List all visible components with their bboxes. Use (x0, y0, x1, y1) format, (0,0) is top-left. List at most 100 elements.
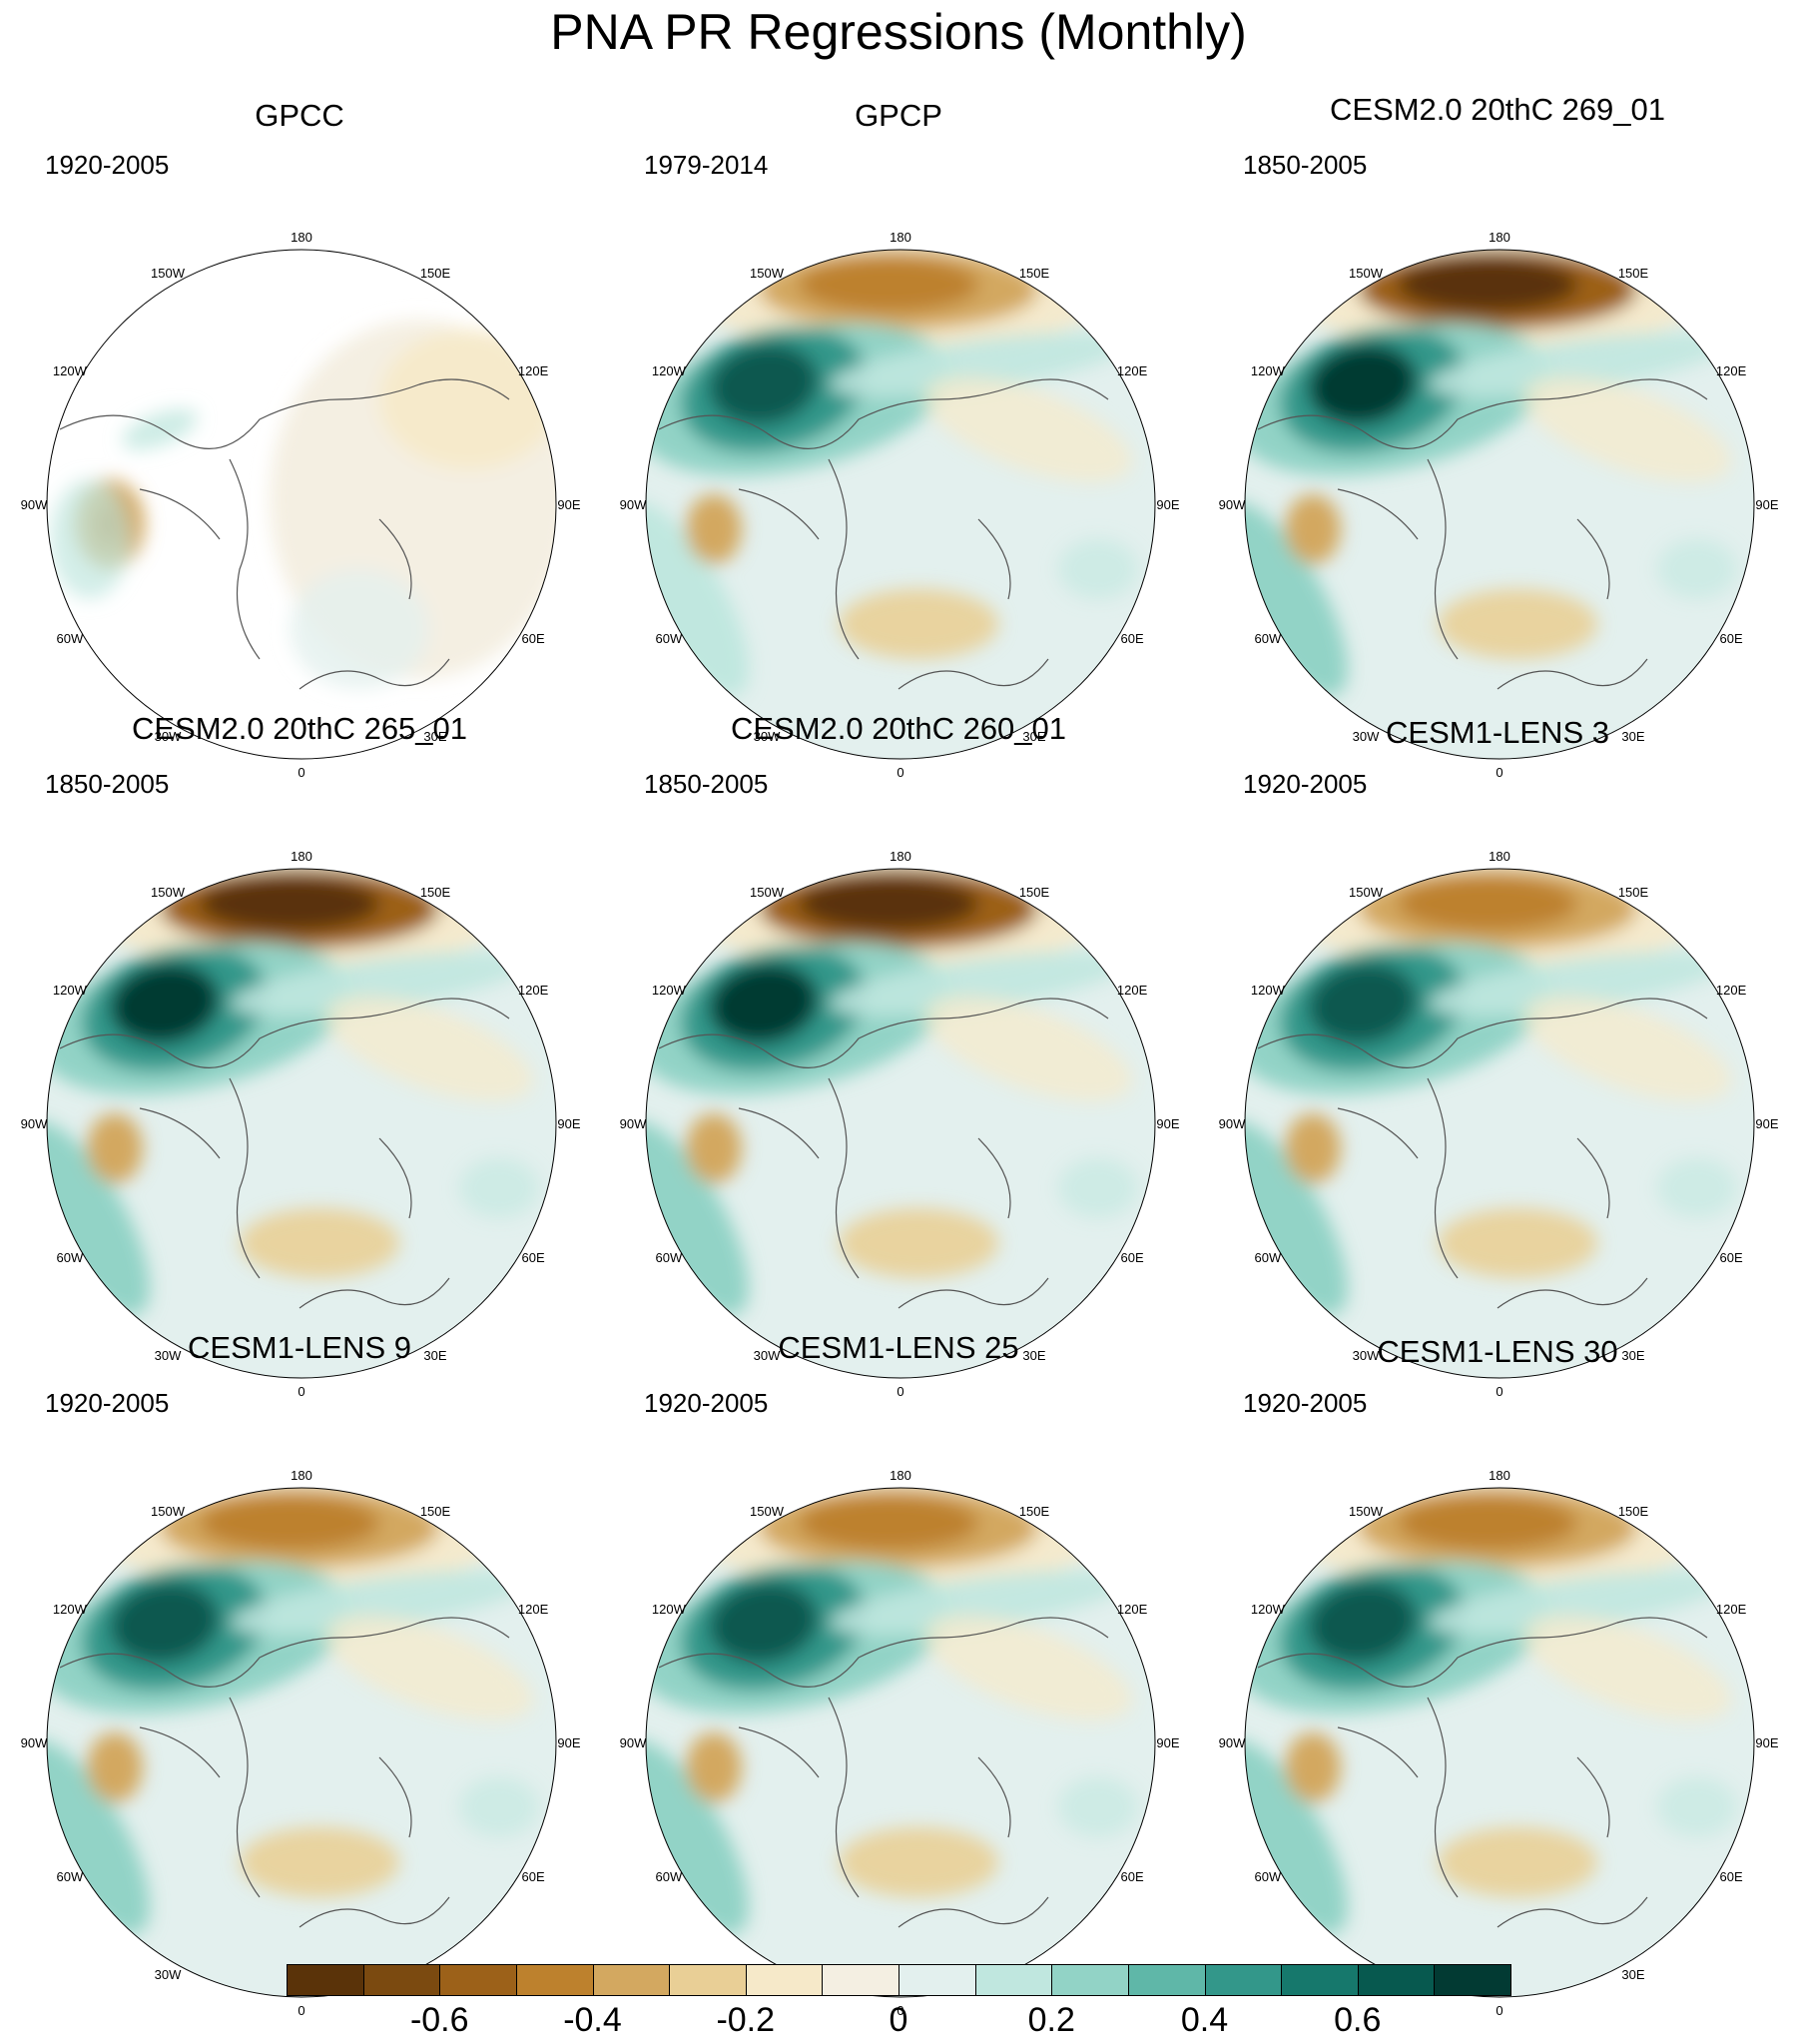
colorbar-box (592, 1964, 671, 1996)
longitude-label: 60E (1720, 1869, 1743, 1884)
panel-title: GPCP (855, 98, 942, 133)
period-label: 1979-2014 (644, 150, 769, 180)
longitude-label: 150E (1618, 885, 1649, 900)
longitude-label: 120E (1117, 983, 1148, 998)
longitude-label: 150E (1618, 266, 1649, 281)
longitude-label: 30E (423, 729, 446, 744)
period-label: 1850-2005 (1243, 150, 1368, 180)
longitude-label: 0 (298, 765, 304, 780)
longitude-label: 90E (1755, 1116, 1778, 1131)
longitude-label: 0 (298, 2003, 304, 2018)
longitude-label: 0 (897, 2003, 903, 2018)
longitude-label: 150W (750, 885, 785, 900)
longitude-label: 30W (754, 1348, 781, 1363)
longitude-label: 120W (53, 1602, 88, 1617)
colorbar-box (974, 1964, 1053, 1996)
panel-title: CESM2.0 20thC 265_01 (131, 711, 468, 746)
longitude-label: 60W (656, 1250, 683, 1265)
longitude-label: 150E (1618, 1504, 1649, 1519)
colorbar-box (1051, 1964, 1129, 1996)
colorbar-box (1127, 1964, 1206, 1996)
period-label: 1850-2005 (644, 769, 769, 799)
longitude-label: 0 (1496, 765, 1502, 780)
longitude-label: 120W (652, 363, 687, 378)
longitude-label: 150W (1349, 885, 1384, 900)
longitude-label: 30E (423, 1348, 446, 1363)
longitude-label: 150E (1019, 1504, 1050, 1519)
longitude-label: 30E (1621, 1967, 1644, 1982)
period-label: 1920-2005 (644, 1388, 769, 1418)
longitude-label: 60W (1255, 1250, 1282, 1265)
longitude-label: 150W (151, 266, 186, 281)
longitude-label: 60W (57, 1869, 84, 1884)
longitude-label: 30E (1022, 729, 1045, 744)
longitude-label: 120E (518, 1602, 549, 1617)
colorbar (287, 1964, 1511, 1998)
longitude-label: 90W (620, 1116, 647, 1131)
colorbar-box (1434, 1964, 1511, 1996)
period-label: 1920-2005 (45, 150, 170, 180)
longitude-label: 180 (291, 849, 312, 864)
colorbar-tick-label: 0 (889, 2001, 908, 2039)
map-panels: GPCC 180 150E 120E 90E 60E 30E 0 30W 60W 90W 120W 15… (0, 92, 1797, 2018)
longitude-label: 60W (1255, 1869, 1282, 1884)
longitude-label: 60E (1720, 631, 1743, 646)
longitude-label: 30W (155, 1967, 182, 1982)
longitude-label: 90W (620, 497, 647, 512)
colorbar-box (822, 1964, 899, 1996)
longitude-label: 180 (291, 1468, 312, 1483)
longitude-label: 30E (1621, 729, 1644, 744)
longitude-label: 90E (1156, 497, 1179, 512)
colorbar-box (1357, 1964, 1436, 1996)
longitude-label: 180 (1489, 230, 1510, 245)
longitude-label: 150W (1349, 1504, 1384, 1519)
longitude-label: 90E (1755, 1735, 1778, 1750)
longitude-label: 120E (1716, 1602, 1747, 1617)
map-panel: CESM2.0 20thC 260_01 180 150E 120E 90E 60E 30E… (599, 711, 1198, 1399)
panel-title: CESM1-LENS 25 (778, 1330, 1019, 1365)
longitude-label: 120W (53, 983, 88, 998)
map-panel: CESM1-LENS 9 180 150E 120E 90E 60E 30E 0 30W 60W 9… (0, 1330, 599, 2018)
longitude-label: 30E (1621, 1348, 1644, 1363)
longitude-label: 90W (1219, 1116, 1246, 1131)
longitude-label: 180 (291, 230, 312, 245)
panel-title: CESM2.0 20thC 260_01 (730, 711, 1067, 746)
period-label: 1920-2005 (1243, 769, 1368, 799)
longitude-label: 180 (1489, 1468, 1510, 1483)
colorbar-box (515, 1964, 594, 1996)
longitude-label: 180 (890, 1468, 911, 1483)
longitude-label: 180 (890, 230, 911, 245)
map-panel: CESM2.0 20thC 269_01 180 150E 120E 90E 60E 30E… (1198, 92, 1797, 780)
longitude-label: 30W (754, 729, 781, 744)
map-panel: CESM1-LENS 25 180 150E 120E 90E 60E 30E 0 30W 60W… (599, 1330, 1198, 2018)
figure-title: PNA PR Regressions (Monthly) (550, 4, 1247, 60)
longitude-label: 120W (652, 983, 687, 998)
longitude-label: 90W (620, 1735, 647, 1750)
longitude-label: 60E (522, 1250, 545, 1265)
map-panel: GPCC 180 150E 120E 90E 60E 30E 0 30W 60W 90W 120W 15… (0, 98, 599, 780)
longitude-label: 150E (420, 885, 451, 900)
longitude-label: 120E (518, 983, 549, 998)
longitude-label: 120E (518, 363, 549, 378)
period-label: 1850-2005 (45, 769, 170, 799)
longitude-label: 30E (1022, 1348, 1045, 1363)
longitude-label: 0 (1496, 2003, 1502, 2018)
longitude-label: 120W (1251, 983, 1286, 998)
panel-title: CESM1-LENS 9 (188, 1330, 411, 1365)
longitude-label: 60E (522, 631, 545, 646)
longitude-label: 150W (151, 1504, 186, 1519)
longitude-label: 0 (298, 1384, 304, 1399)
colorbar-box (439, 1964, 517, 1996)
longitude-label: 120W (1251, 1602, 1286, 1617)
colorbar-box (1204, 1964, 1283, 1996)
colorbar-tick-label: -0.6 (409, 2001, 469, 2039)
longitude-label: 60E (1720, 1250, 1743, 1265)
longitude-label: 90E (557, 1116, 580, 1131)
colorbar-tick-label: 0.4 (1180, 2001, 1229, 2039)
